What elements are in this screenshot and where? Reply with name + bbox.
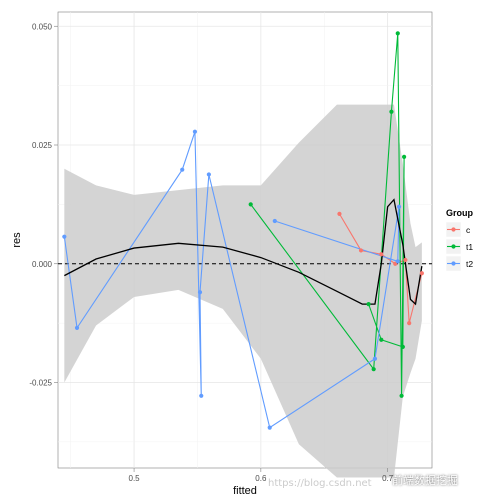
data-point-c [403, 257, 408, 263]
legend-label-t2: t2 [466, 259, 473, 269]
x-axis-ticks: 0.5 0.6 0.7 [129, 468, 394, 483]
data-point-c [358, 248, 364, 253]
x-tick-label: 0.5 [129, 474, 141, 483]
y-axis-title: res [11, 232, 23, 248]
data-point-t2 [396, 204, 402, 209]
data-point-t2 [180, 167, 185, 172]
legend-title: Group [446, 208, 473, 218]
watermark: 前端数据挖掘 [392, 474, 458, 487]
smooth-fit-line [64, 198, 423, 306]
smooth-curve [64, 198, 423, 306]
x-tick-label: 0.7 [382, 474, 394, 483]
legend-point-t1 [451, 244, 456, 249]
legend-point-t2 [451, 261, 456, 266]
y-tick-label: 0.025 [32, 141, 53, 150]
y-axis-ticks: -0.025 0.000 0.025 0.050 [29, 22, 58, 388]
y-tick-label: -0.025 [29, 379, 52, 388]
data-point-t1 [399, 393, 404, 398]
data-point-t1 [371, 367, 376, 372]
data-point-t2 [206, 172, 211, 177]
data-point-t1 [395, 31, 400, 36]
data-point-t2 [267, 425, 272, 430]
data-point-c [407, 321, 412, 326]
watermark-url: https://blog.csdn.net [268, 478, 372, 489]
series-points [62, 31, 424, 430]
data-point-c [419, 271, 424, 276]
legend-point-c [451, 227, 456, 232]
data-point-t2 [199, 393, 204, 398]
y-tick-label: 0.050 [32, 22, 53, 31]
legend: Group c t1 t2 [445, 208, 473, 272]
data-point-t2 [74, 325, 80, 330]
data-point-t1 [400, 344, 405, 349]
data-point-t2 [62, 234, 67, 239]
data-point-t1 [402, 154, 407, 159]
data-point-t2 [395, 259, 400, 264]
x-axis-title: fitted [233, 485, 257, 497]
data-point-t1 [366, 302, 371, 307]
legend-label-t1: t1 [466, 242, 473, 252]
data-point-t2 [197, 290, 203, 295]
data-point-t2 [192, 129, 198, 134]
x-tick-label: 0.6 [255, 474, 267, 483]
y-tick-label: 0.000 [32, 260, 53, 269]
data-point-c [379, 252, 384, 257]
data-point-c [337, 211, 342, 216]
confidence-band-area [64, 104, 422, 478]
confidence-band [64, 104, 422, 478]
data-point-t2 [372, 356, 378, 361]
data-point-t2 [272, 218, 277, 224]
data-point-t1 [248, 202, 253, 207]
legend-label-c: c [466, 225, 471, 235]
data-point-t1 [379, 337, 384, 342]
series-line-t2 [63, 131, 400, 429]
data-point-t1 [389, 109, 394, 114]
